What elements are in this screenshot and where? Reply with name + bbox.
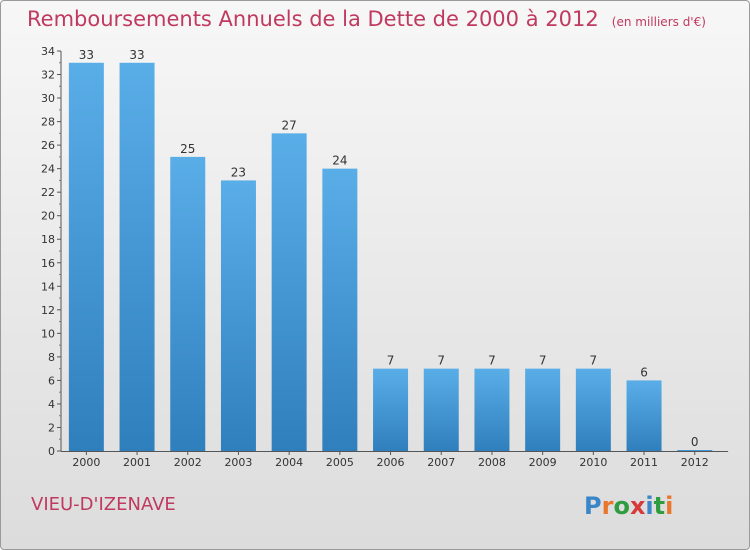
- y-tick-label: 12: [41, 304, 55, 317]
- x-tick-label: 2000: [72, 456, 100, 469]
- y-tick-label: 26: [41, 139, 55, 152]
- bar-value-label: 7: [590, 354, 598, 368]
- proxiti-logo: Proxiti: [584, 492, 673, 520]
- x-tick-label: 2005: [326, 456, 354, 469]
- x-tick-label: 2009: [529, 456, 557, 469]
- logo-letter: o: [613, 492, 630, 520]
- bar: [626, 380, 662, 451]
- y-tick-label: 6: [48, 374, 55, 387]
- x-tick-label: 2004: [275, 456, 303, 469]
- logo-letter: r: [601, 492, 614, 520]
- y-tick-label: 34: [41, 45, 55, 58]
- y-tick-label: 24: [41, 163, 55, 176]
- bar: [271, 133, 307, 451]
- logo-letter: P: [584, 492, 602, 520]
- y-tick-label: 16: [41, 257, 55, 270]
- y-tick-label: 8: [48, 351, 55, 364]
- bar-value-label: 7: [488, 354, 496, 368]
- bar-value-label: 23: [231, 165, 246, 179]
- bar: [423, 368, 459, 451]
- chart-unit-label: (en milliers d'€): [611, 15, 706, 29]
- bar: [474, 368, 510, 451]
- bar: [575, 368, 611, 451]
- logo-letter: t: [653, 492, 666, 520]
- x-tick-label: 2002: [174, 456, 202, 469]
- x-tick-label: 2007: [427, 456, 455, 469]
- y-tick-label: 2: [48, 421, 55, 434]
- logo-letter: x: [629, 492, 646, 520]
- y-tick-label: 0: [48, 445, 55, 458]
- y-tick-label: 22: [41, 186, 55, 199]
- y-tick-label: 32: [41, 69, 55, 82]
- bar-value-label: 33: [79, 48, 94, 62]
- bar-value-label: 25: [180, 142, 195, 156]
- x-tick-label: 2008: [478, 456, 506, 469]
- bar: [220, 180, 256, 452]
- bar-value-label: 7: [387, 354, 395, 368]
- bar: [170, 156, 206, 451]
- chart-title: Remboursements Annuels de la Dette de 20…: [27, 7, 706, 31]
- y-tick-label: 20: [41, 210, 55, 223]
- bar: [525, 368, 561, 451]
- bar: [119, 62, 155, 451]
- y-tick-label: 10: [41, 327, 55, 340]
- x-tick-label: 2010: [579, 456, 607, 469]
- bar: [322, 168, 358, 451]
- bars: 33 33 25 23 27 24 7 7 7 7 7 6 0: [68, 48, 713, 452]
- bar: [68, 62, 104, 451]
- chart-title-text: Remboursements Annuels de la Dette de 20…: [27, 7, 599, 31]
- x-tick-label: 2003: [224, 456, 252, 469]
- y-tick-label: 4: [48, 398, 55, 411]
- logo-letter: i: [645, 492, 654, 520]
- x-tick-label: 2006: [377, 456, 405, 469]
- y-tick-label: 28: [41, 116, 55, 129]
- bar-value-label: 6: [640, 365, 648, 379]
- x-tick-label: 2001: [123, 456, 151, 469]
- bar-value-label: 24: [332, 154, 347, 168]
- y-tick-label: 30: [41, 92, 55, 105]
- town-name: VIEU-D'IZENAVE: [31, 494, 176, 515]
- bar-value-label: 7: [437, 354, 445, 368]
- x-tick-label: 2012: [681, 456, 709, 469]
- x-tick-label: 2011: [630, 456, 658, 469]
- logo-letter: i: [665, 492, 674, 520]
- x-axis: 2000 2001 2002 2003 2004 2005 2006 2007 2008 2009…: [61, 451, 729, 469]
- y-tick-label: 18: [41, 233, 55, 246]
- bar: [677, 450, 713, 451]
- y-tick-label: 14: [41, 280, 55, 293]
- bar: [373, 368, 409, 451]
- bar-value-label: 7: [539, 354, 547, 368]
- bar-value-label: 27: [282, 118, 297, 132]
- bar-value-label: 33: [129, 48, 144, 62]
- bar-value-label: 0: [691, 435, 699, 449]
